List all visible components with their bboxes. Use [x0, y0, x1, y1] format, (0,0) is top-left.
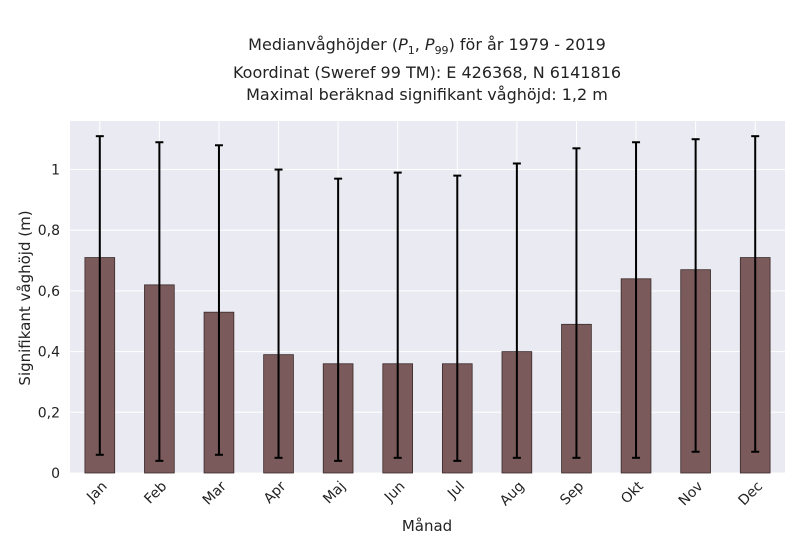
error-bars-group [95, 135, 760, 462]
error-bar-aug [512, 162, 521, 459]
y-tick-labels: 0 0,2 0,4 0,6 0,8 1 [38, 163, 60, 482]
y-tick-label: 0,6 [38, 284, 60, 300]
x-tick-label: Aug [497, 479, 528, 510]
x-tick-labels: Jan Feb Mar Apr Maj Jun Jul Aug Sep Okt Nov Dec [83, 478, 766, 509]
y-tick-label: 0,4 [38, 345, 60, 361]
plot-area [70, 121, 785, 473]
title-line-2: Koordinat (Sweref 99 TM): E 426368, N 61… [232, 63, 622, 83]
y-axis-label: Signifikant våghöjd (m) [16, 210, 34, 385]
x-tick-label: Apr [261, 478, 290, 507]
chart-title: Medianvåghöjder (P1, P99) för år 1979 - … [0, 34, 800, 106]
p1-sub: 1 [407, 44, 415, 58]
x-axis-label: Månad [402, 517, 452, 535]
title-line-1: Medianvåghöjder (P1, P99) för år 1979 - … [0, 34, 800, 62]
error-bar-feb [155, 141, 164, 462]
x-tick-label: Feb [141, 478, 170, 507]
error-bar-okt [632, 141, 641, 459]
error-bar-jan [95, 135, 104, 456]
p99-base: P [424, 35, 435, 54]
y-tick-label: 0 [51, 466, 60, 482]
title-line-3: Maximal beräknad signifikant våghöjd: 1,… [246, 85, 608, 105]
error-bar-sep [572, 147, 581, 459]
title-comma: , [414, 35, 425, 54]
y-tick-label: 1 [51, 163, 60, 179]
x-tick-label: Jul [444, 479, 468, 503]
error-bar-dec [751, 135, 760, 453]
p99-sub: 99 [434, 44, 449, 58]
x-tick-label: Okt [618, 478, 647, 507]
error-bar-maj [334, 177, 343, 462]
title-prefix: Medianvåghöjder ( [248, 35, 399, 54]
x-tick-label: Dec [736, 479, 766, 509]
error-bar-jun [393, 171, 402, 459]
x-tick-label: Jan [83, 479, 110, 506]
error-bar-apr [274, 168, 283, 459]
x-tick-label: Mar [200, 478, 230, 508]
x-tick-label: Nov [676, 479, 707, 510]
x-tick-label: Maj [320, 479, 349, 508]
error-bar-mar [214, 144, 223, 456]
title-suffix: ) för år 1979 - 2019 [448, 35, 606, 54]
error-bar-nov [691, 138, 700, 453]
p1-base: P [398, 35, 408, 54]
x-tick-label: Sep [557, 478, 587, 508]
y-tick-label: 0,8 [38, 223, 60, 239]
x-tick-label: Jun [381, 479, 408, 506]
y-tick-label: 0,2 [38, 405, 60, 421]
error-bar-jul [453, 174, 462, 462]
